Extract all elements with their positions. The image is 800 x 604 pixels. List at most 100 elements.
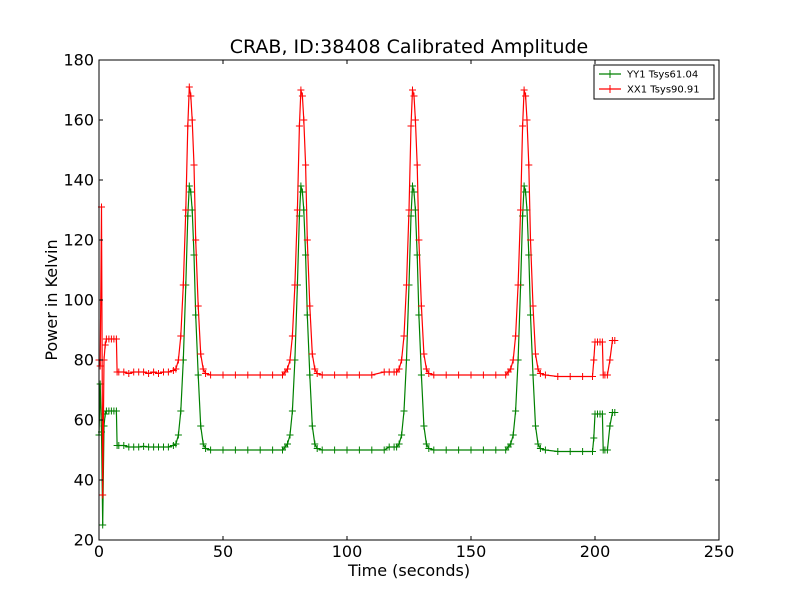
legend-label: XX1 Tsys90.91 (627, 85, 700, 96)
data-point (194, 371, 202, 379)
data-point (536, 370, 544, 377)
x-tick-label: 150 (456, 542, 487, 561)
data-point (611, 409, 619, 416)
legend-item: YY1 Tsys61.04 (599, 70, 698, 81)
data-point (343, 371, 351, 379)
data-point (519, 122, 527, 130)
data-point (522, 92, 530, 100)
y-tick-label: 40 (74, 471, 94, 490)
data-point (343, 446, 351, 454)
data-point (96, 362, 104, 370)
data-point (590, 434, 598, 442)
data-point (398, 356, 406, 364)
data-point (589, 448, 596, 455)
data-point (185, 83, 193, 91)
data-point (395, 365, 403, 373)
data-point (529, 302, 537, 310)
data-point (112, 407, 120, 415)
data-point (398, 431, 406, 439)
data-point (145, 370, 153, 377)
data-point (566, 373, 574, 380)
data-point (507, 440, 515, 448)
data-point (199, 365, 207, 373)
data-point (135, 443, 143, 451)
y-tick-label: 180 (63, 51, 94, 70)
data-point (303, 311, 311, 319)
data-point (308, 422, 316, 430)
data-point (269, 446, 277, 454)
data-point (425, 445, 433, 452)
data-point (529, 371, 537, 379)
y-tick-label: 60 (74, 411, 94, 430)
data-point (177, 407, 185, 415)
data-point (400, 407, 408, 415)
data-point (177, 332, 185, 340)
data-point (303, 236, 311, 244)
data-point (527, 236, 534, 244)
data-point (517, 206, 525, 214)
x-tick-label: 200 (580, 542, 611, 561)
data-point (467, 446, 475, 454)
data-point (164, 443, 172, 451)
data-point (512, 407, 520, 415)
data-point (611, 337, 619, 344)
y-tick-label: 20 (74, 531, 94, 550)
data-point (140, 442, 148, 450)
data-point (192, 311, 200, 319)
data-point (368, 371, 376, 379)
data-point (306, 371, 314, 379)
data-point (455, 446, 463, 454)
legend-marker (606, 70, 614, 78)
legend-box (593, 64, 715, 100)
data-point (112, 335, 120, 343)
data-point (318, 446, 326, 454)
data-point (579, 448, 587, 455)
data-point (120, 442, 128, 449)
data-point (509, 431, 517, 439)
data-point (430, 446, 438, 454)
data-point (554, 373, 562, 380)
data-point (331, 371, 339, 379)
data-point (467, 371, 475, 379)
series-1 (95, 182, 619, 529)
data-point (219, 446, 227, 454)
data-point (192, 236, 200, 244)
data-point (590, 356, 598, 364)
data-point (589, 373, 596, 380)
data-point (256, 371, 264, 379)
data-point (174, 431, 182, 439)
data-point (442, 446, 450, 454)
data-point (295, 122, 303, 130)
data-point (298, 188, 306, 196)
data-point (525, 161, 533, 169)
data-point (199, 440, 207, 448)
data-point (331, 446, 339, 454)
data-point (422, 440, 430, 448)
data-point (541, 371, 549, 379)
data-point (422, 365, 430, 373)
data-point (286, 431, 294, 439)
data-point (164, 368, 172, 376)
data-point (532, 350, 539, 358)
data-point (318, 371, 326, 379)
data-point (311, 365, 319, 373)
data-point (197, 350, 205, 358)
data-point (99, 521, 107, 529)
data-point (579, 373, 587, 380)
data-point (207, 371, 215, 379)
data-point (172, 365, 180, 373)
y-tick-label: 120 (63, 231, 94, 250)
data-point (120, 368, 128, 376)
data-point (244, 371, 252, 379)
series-layer (95, 83, 619, 529)
data-point (300, 116, 308, 124)
data-point (313, 445, 321, 452)
data-point (603, 446, 611, 454)
data-point (197, 422, 205, 430)
y-tick-label: 80 (74, 351, 94, 370)
data-point (395, 440, 403, 448)
data-point (541, 446, 549, 454)
data-point (311, 440, 319, 448)
data-point (288, 407, 296, 415)
